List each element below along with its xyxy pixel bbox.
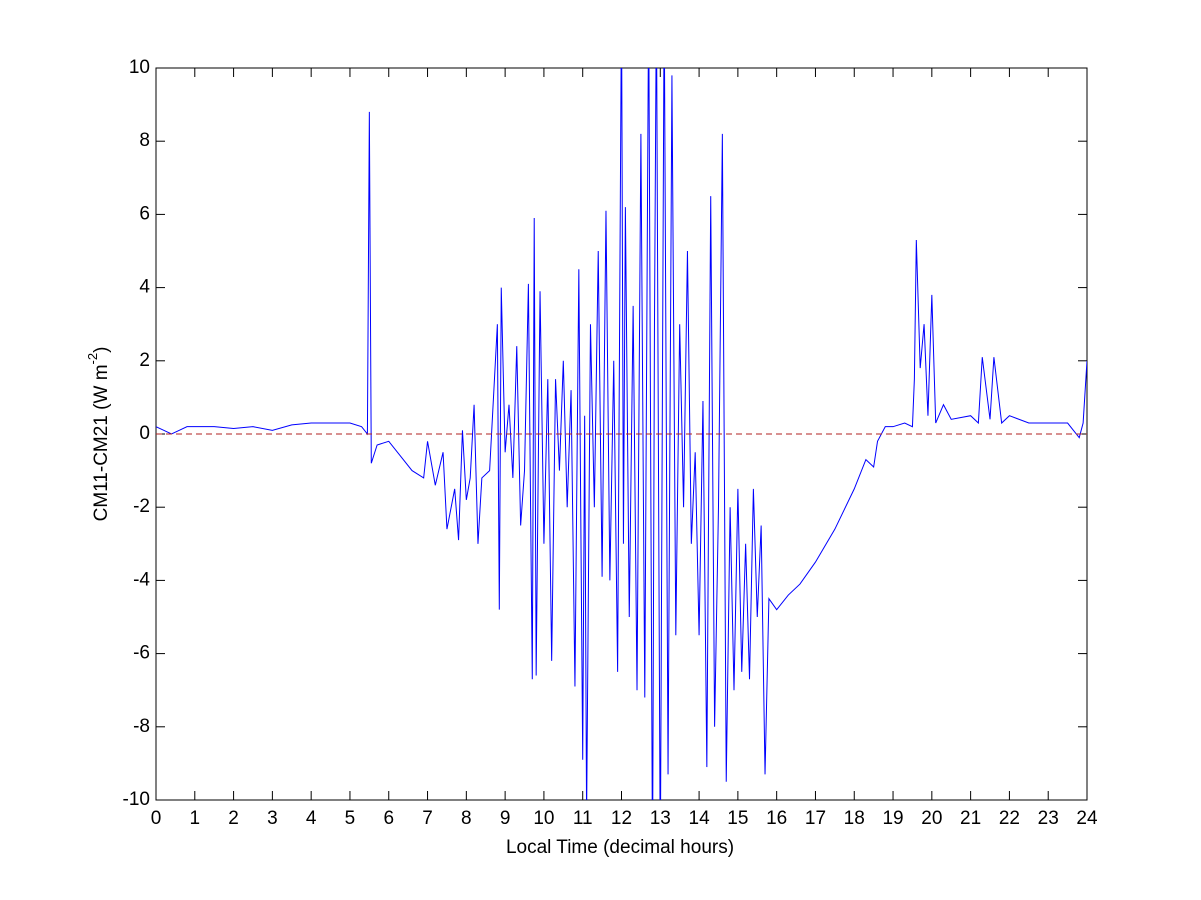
- x-tick-label: 11: [573, 808, 593, 829]
- y-tick-label: -6: [133, 643, 150, 664]
- x-tick-label: 16: [766, 808, 787, 829]
- y-label-suffix: ): [91, 347, 112, 353]
- x-tick-label: 0: [151, 808, 162, 829]
- x-tick-label: 5: [345, 808, 356, 829]
- y-tick-label: -8: [133, 716, 150, 737]
- x-tick-label: 14: [689, 808, 711, 829]
- x-tick-label: 3: [267, 808, 278, 829]
- y-tick-label: 0: [139, 423, 150, 444]
- x-tick-label: 18: [844, 808, 865, 829]
- y-tick-label: 6: [139, 203, 150, 224]
- data-line: [156, 68, 1087, 800]
- y-tick-label: 10: [129, 57, 150, 78]
- x-tick-label: 8: [461, 808, 472, 829]
- y-tick-label: -2: [133, 496, 150, 517]
- y-tick-label: -10: [123, 789, 150, 810]
- x-axis-label: Local Time (decimal hours): [506, 837, 734, 858]
- plot-clip: [156, 68, 1087, 800]
- y-tick-label: 4: [139, 277, 150, 298]
- x-tick-label: 20: [921, 808, 942, 829]
- x-tick-label: 1: [190, 808, 201, 829]
- x-tick-label: 15: [727, 808, 748, 829]
- y-label-superscript: -2: [85, 353, 100, 365]
- y-tick-label: -4: [133, 569, 150, 590]
- x-tick-label: 17: [805, 808, 826, 829]
- x-tick-label: 6: [383, 808, 394, 829]
- x-tick-label: 13: [650, 808, 671, 829]
- x-tick-label: 22: [999, 808, 1020, 829]
- x-tick-label: 19: [882, 808, 903, 829]
- x-tick-label: 21: [960, 808, 981, 829]
- x-tick-label: 2: [228, 808, 239, 829]
- y-tick-label: 8: [139, 130, 150, 151]
- x-tick-label: 12: [611, 808, 632, 829]
- x-tick-label: 7: [422, 808, 433, 829]
- x-tick-label: 23: [1038, 808, 1059, 829]
- x-tick-label: 4: [306, 808, 317, 829]
- y-tick-label: 2: [139, 350, 150, 371]
- x-tick-label: 24: [1076, 808, 1098, 829]
- y-axis-label: CM11-CM21 (W m-2): [85, 347, 112, 522]
- x-tick-label: 9: [500, 808, 511, 829]
- y-label-text: CM11-CM21 (W m: [91, 364, 112, 521]
- x-tick-label: 10: [533, 808, 554, 829]
